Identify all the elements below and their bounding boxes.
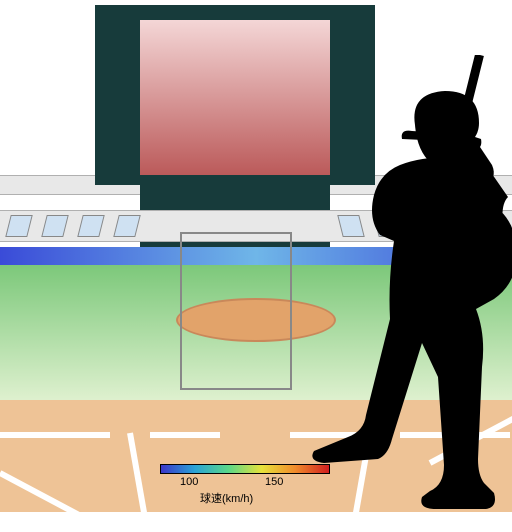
chalk-line — [0, 432, 110, 438]
legend-tick: 100 — [180, 476, 198, 488]
legend-tick: 150 — [265, 476, 283, 488]
chalk-line — [150, 432, 220, 438]
baseball-pitch-chart: 100 150 球速(km/h) — [0, 0, 512, 512]
velocity-label: 球速(km/h) — [200, 490, 253, 506]
strike-zone — [180, 232, 292, 390]
batter-silhouette — [300, 55, 512, 515]
batter-icon — [300, 55, 512, 515]
